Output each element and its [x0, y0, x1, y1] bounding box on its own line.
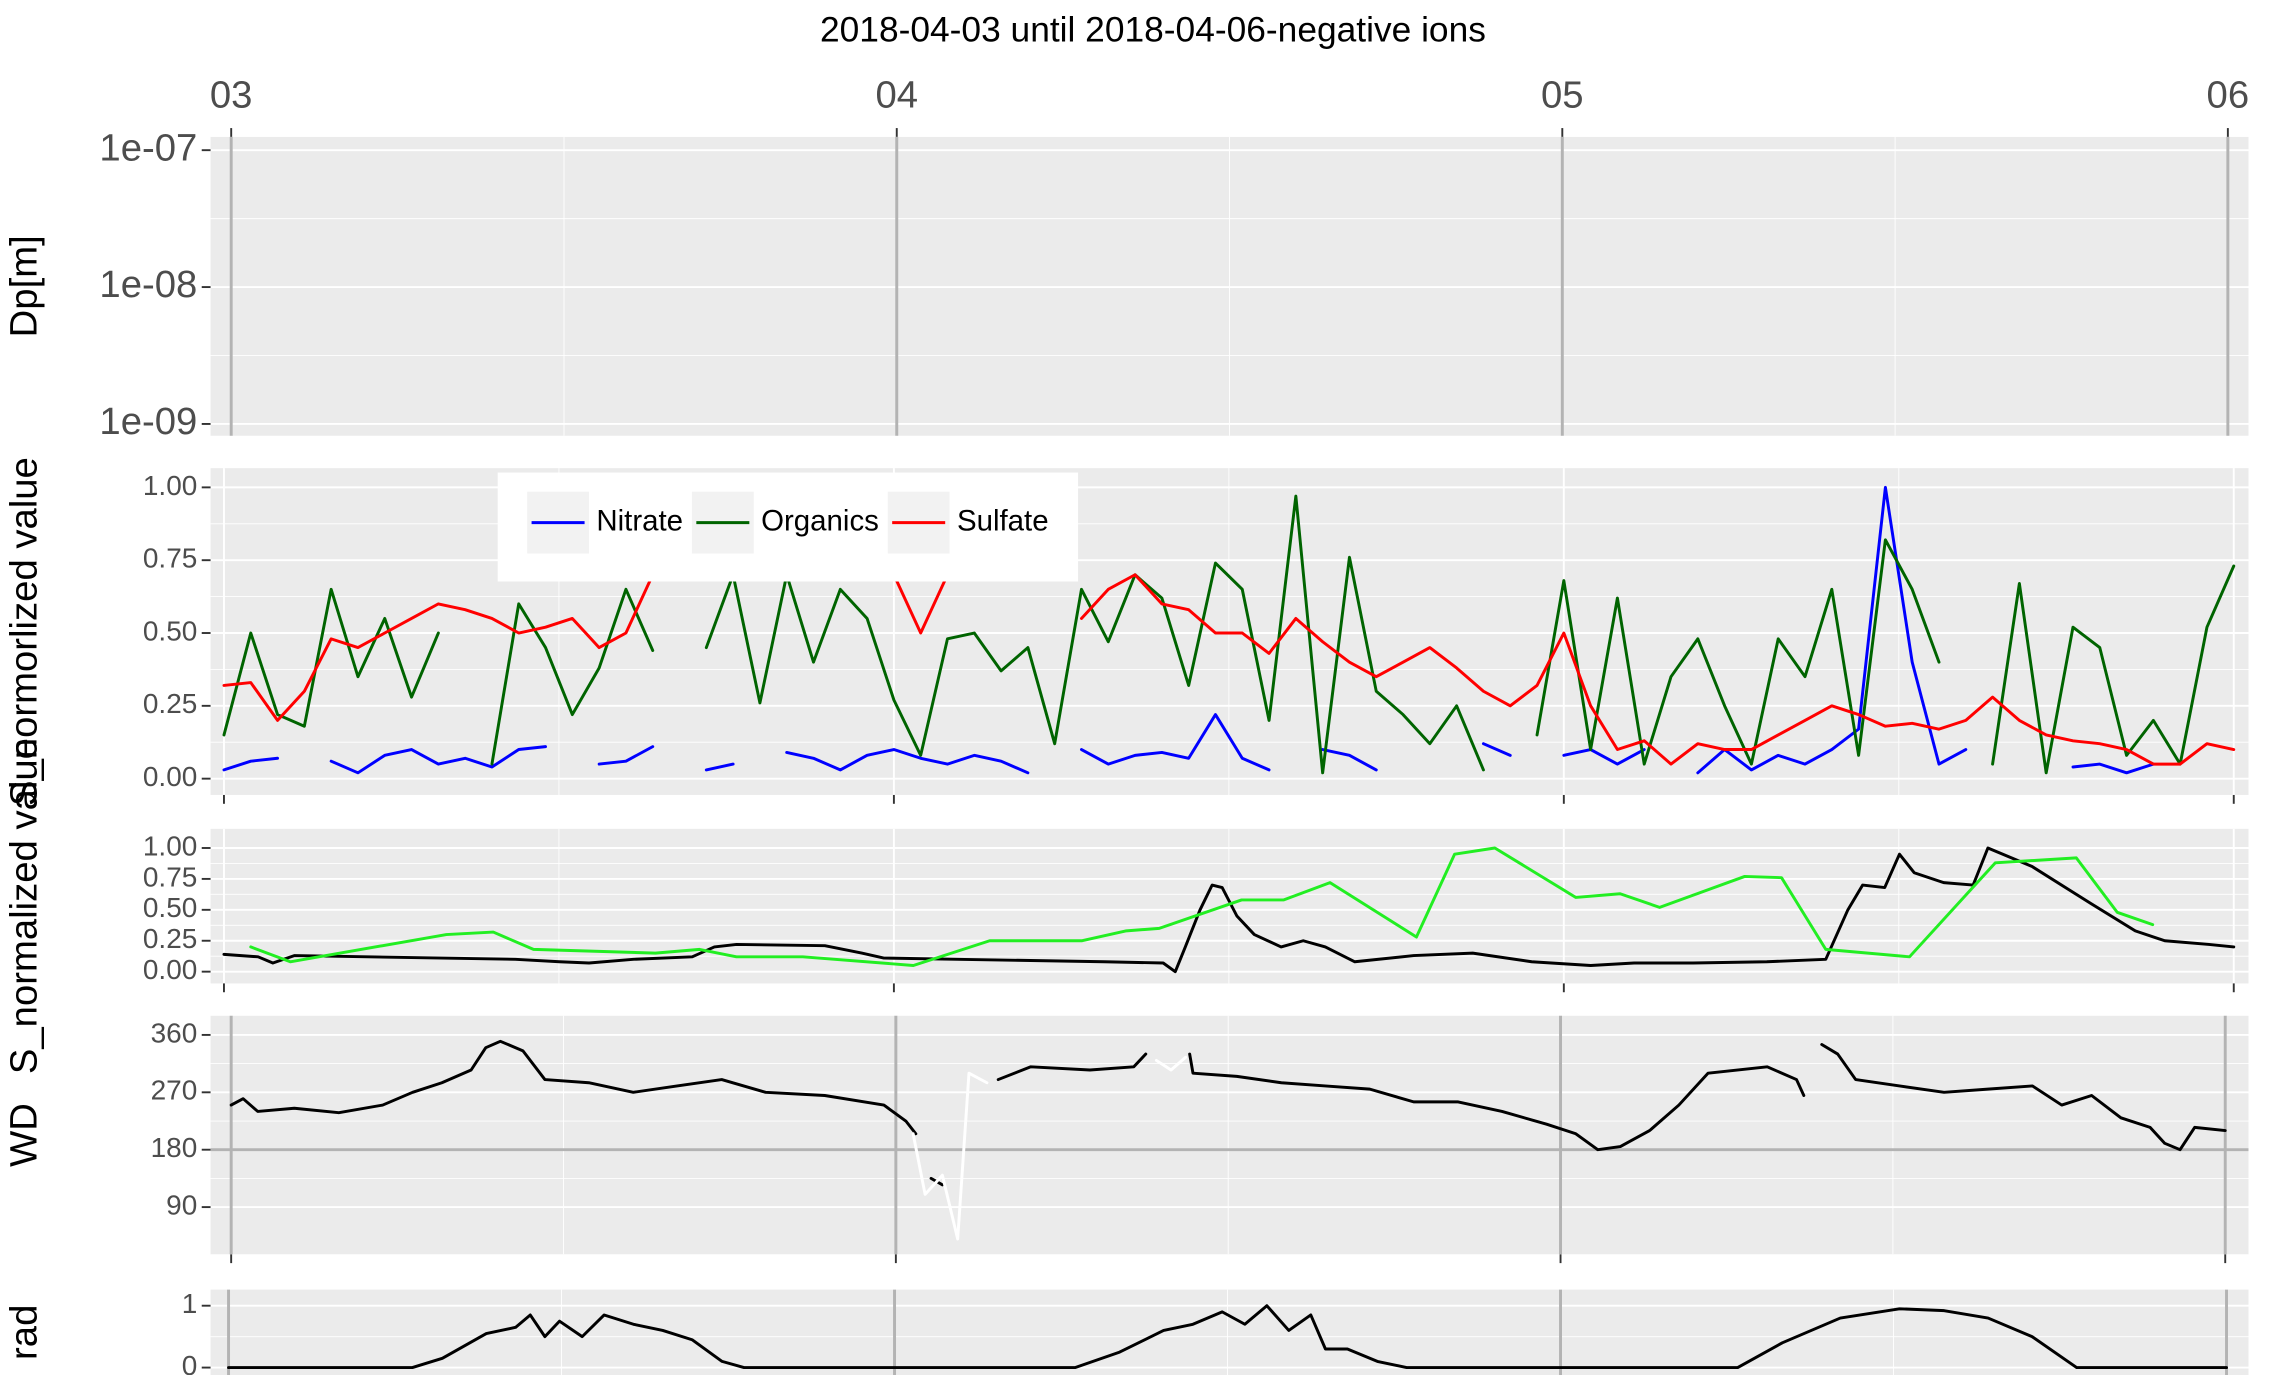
y-tick-label: 90: [166, 1189, 197, 1220]
series-line: [227, 1304, 2228, 1370]
y-tick-label: 0.00: [143, 761, 197, 792]
y-tick-label: 1e-09: [99, 400, 197, 443]
y-axis-title: WD: [3, 1103, 46, 1167]
y-tick-label: 0: [182, 1350, 198, 1375]
series-line: [222, 846, 2236, 974]
panel-background: [210, 1015, 2249, 1255]
panel-background: [210, 1289, 2249, 1375]
y-tick-label: 0.25: [143, 688, 197, 719]
y-axis-title: S_normorlized value: [3, 457, 46, 806]
y-tick-label: 0.50: [143, 615, 197, 646]
y-tick-label: 1e-07: [99, 126, 197, 169]
y-tick-label: 1.00: [143, 470, 197, 501]
y-tick-label: 180: [151, 1132, 198, 1163]
series-line: [249, 846, 2155, 967]
series-line: [222, 485, 2155, 775]
legend-label: Sulfate: [957, 504, 1049, 537]
x-tick-label: 04: [875, 73, 918, 116]
legend-box: [497, 472, 1079, 582]
series-line: [222, 494, 2236, 775]
series-line: [222, 573, 2236, 766]
y-tick-label: 360: [151, 1017, 198, 1048]
y-tick-label: 1.00: [143, 830, 197, 861]
y-tick-label: 1e-08: [99, 263, 197, 306]
y-tick-label: 0.75: [143, 861, 197, 892]
y-axis-title: rad: [3, 1305, 46, 1360]
series-line: [911, 1055, 1188, 1241]
y-axis-title: Dp[m]: [3, 235, 46, 337]
x-tick-label: 05: [1541, 73, 1584, 116]
y-tick-label: 0.25: [143, 923, 197, 954]
y-axis-title: S_normalized value: [3, 738, 46, 1074]
x-tick-label: 06: [2207, 73, 2250, 116]
x-tick-label: 03: [210, 73, 253, 116]
y-tick-label: 0.00: [143, 954, 197, 985]
y-tick-label: 270: [151, 1075, 198, 1106]
legend-label: Organics: [761, 504, 879, 537]
legend-label: Nitrate: [596, 504, 683, 537]
chart-title: 2018-04-03 until 2018-04-06-negative ion…: [820, 11, 1486, 50]
y-tick-label: 0.75: [143, 543, 197, 574]
y-tick-label: 0.50: [143, 892, 197, 923]
y-tick-label: 1: [182, 1288, 198, 1319]
